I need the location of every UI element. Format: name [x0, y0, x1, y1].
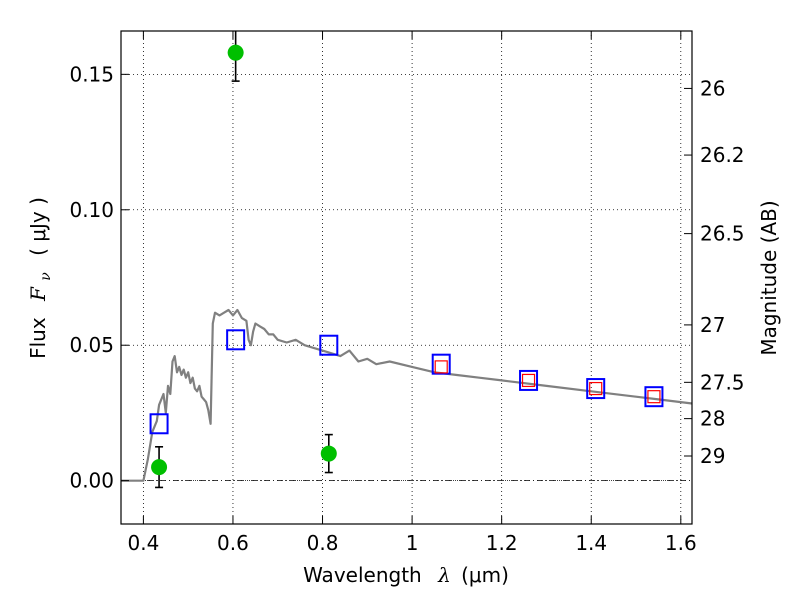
y-tick-label: 0.00 [69, 469, 114, 493]
model-photometry [149, 329, 664, 435]
y2-axis-ticks: 26 26.2 26.5 27 27.5 28 29 [684, 76, 745, 468]
observed-flux-point [320, 445, 337, 462]
x-axis-ticks: 0.4 0.6 0.8 1 1.2 1.4 1.6 [127, 31, 697, 555]
observed-flux-point [151, 459, 168, 476]
x-tick-label: 0.6 [217, 531, 249, 555]
model-flux-inner-box [589, 381, 603, 396]
observed-flux-point [227, 44, 244, 61]
y-tick-label: 0.05 [69, 333, 114, 357]
y-axis-ticks: 0.00 0.05 0.10 0.15 [69, 62, 129, 493]
model-flux-inner-box [647, 390, 661, 404]
x-axis-label: Wavelength λ (μm) [303, 563, 509, 587]
y2-tick-label: 27 [700, 313, 725, 337]
model-flux-inner-box [434, 360, 448, 374]
grid-lines [121, 31, 692, 524]
model-flux-inner-box [521, 373, 536, 388]
y2-tick-label: 28 [700, 407, 725, 431]
model-flux-box [226, 329, 246, 351]
y2-tick-label: 26 [700, 76, 725, 100]
model-flux-box [586, 378, 606, 400]
y-tick-label: 0.10 [69, 198, 114, 222]
y2-tick-label: 27.5 [700, 370, 745, 394]
model-flux-box [149, 413, 169, 435]
model-flux-box [319, 334, 339, 356]
model-flux-box [431, 353, 451, 375]
sed-model-curve [121, 308, 693, 482]
x-tick-label: 1.2 [486, 531, 518, 555]
y2-axis-label: Magnitude (AB) [757, 200, 781, 355]
x-tick-label: 1.6 [665, 531, 697, 555]
y2-tick-label: 26.2 [700, 143, 745, 167]
model-flux-box [644, 386, 664, 408]
x-tick-label: 0.8 [307, 531, 339, 555]
y2-tick-label: 29 [700, 444, 725, 468]
y-axis-label: Flux F ν ( μJy ) [26, 197, 55, 359]
plot-frame [120, 30, 693, 525]
y-tick-label: 0.15 [69, 62, 114, 86]
sed-curve-line [121, 308, 693, 482]
x-tick-label: 1 [406, 531, 419, 555]
model-flux-box [519, 369, 539, 391]
x-tick-label: 1.4 [575, 531, 607, 555]
y2-tick-label: 26.5 [700, 222, 745, 246]
x-tick-label: 0.4 [127, 531, 159, 555]
observed-photometry [151, 31, 337, 489]
